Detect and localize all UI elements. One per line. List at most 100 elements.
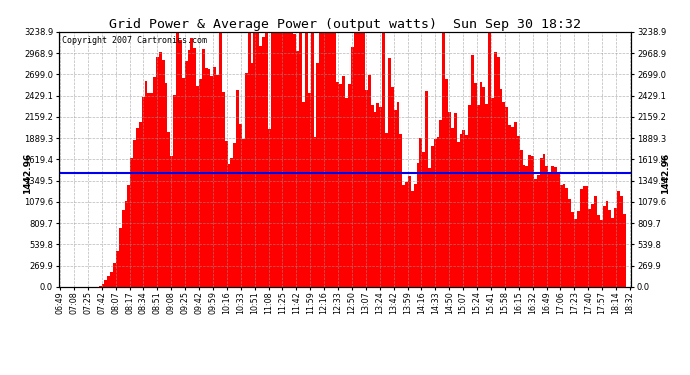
Bar: [110, 272, 113, 287]
Bar: [582, 186, 586, 287]
Bar: [502, 102, 505, 287]
Bar: [282, 32, 285, 287]
Bar: [365, 90, 368, 287]
Bar: [348, 84, 351, 287]
Bar: [471, 55, 474, 287]
Bar: [124, 201, 128, 287]
Bar: [529, 155, 531, 287]
Bar: [591, 204, 594, 287]
Bar: [414, 183, 417, 287]
Bar: [236, 90, 239, 287]
Text: 1442.96: 1442.96: [661, 153, 670, 194]
Bar: [388, 58, 391, 287]
Bar: [245, 73, 248, 287]
Bar: [462, 130, 465, 287]
Bar: [308, 93, 310, 287]
Bar: [522, 165, 525, 287]
Bar: [474, 82, 477, 287]
Bar: [620, 196, 623, 287]
Bar: [113, 263, 116, 287]
Bar: [181, 78, 185, 287]
Bar: [273, 32, 276, 287]
Bar: [279, 32, 282, 287]
Bar: [353, 32, 357, 287]
Bar: [116, 251, 119, 287]
Bar: [500, 89, 502, 287]
Bar: [288, 32, 290, 287]
Bar: [156, 57, 159, 287]
Bar: [359, 32, 362, 287]
Bar: [505, 107, 509, 287]
Bar: [609, 210, 611, 287]
Bar: [296, 51, 299, 287]
Bar: [623, 214, 626, 287]
Bar: [205, 68, 208, 287]
Bar: [302, 102, 305, 287]
Bar: [270, 32, 273, 287]
Bar: [225, 141, 228, 287]
Title: Grid Power & Average Power (output watts)  Sun Sep 30 18:32: Grid Power & Average Power (output watts…: [109, 18, 581, 31]
Bar: [517, 136, 520, 287]
Bar: [141, 97, 145, 287]
Bar: [268, 129, 270, 287]
Bar: [560, 185, 562, 287]
Bar: [345, 98, 348, 287]
Bar: [242, 139, 245, 287]
Bar: [265, 32, 268, 287]
Bar: [402, 185, 405, 287]
Bar: [617, 191, 620, 287]
Bar: [437, 136, 440, 287]
Bar: [319, 32, 322, 287]
Bar: [325, 32, 328, 287]
Bar: [148, 93, 150, 287]
Bar: [580, 189, 582, 287]
Bar: [285, 32, 288, 287]
Bar: [465, 135, 468, 287]
Bar: [262, 38, 265, 287]
Bar: [333, 32, 337, 287]
Bar: [259, 46, 262, 287]
Bar: [589, 209, 591, 287]
Bar: [250, 63, 253, 287]
Bar: [228, 164, 230, 287]
Bar: [540, 158, 542, 287]
Bar: [179, 39, 181, 287]
Bar: [239, 124, 242, 287]
Bar: [222, 92, 225, 287]
Bar: [136, 128, 139, 287]
Bar: [170, 156, 173, 287]
Bar: [199, 80, 201, 287]
Bar: [397, 102, 400, 287]
Bar: [597, 216, 600, 287]
Bar: [213, 68, 216, 287]
Bar: [434, 139, 437, 287]
Bar: [104, 280, 108, 287]
Bar: [382, 32, 385, 287]
Bar: [202, 50, 205, 287]
Bar: [594, 196, 597, 287]
Bar: [299, 32, 302, 287]
Bar: [339, 84, 342, 287]
Text: Copyright 2007 Cartronics.com: Copyright 2007 Cartronics.com: [61, 36, 206, 45]
Bar: [451, 128, 454, 287]
Bar: [256, 32, 259, 287]
Bar: [233, 143, 236, 287]
Bar: [562, 184, 566, 287]
Bar: [420, 138, 422, 287]
Bar: [101, 284, 104, 287]
Bar: [400, 134, 402, 287]
Bar: [571, 212, 574, 287]
Bar: [290, 32, 293, 287]
Bar: [468, 105, 471, 287]
Bar: [253, 32, 256, 287]
Bar: [305, 32, 308, 287]
Bar: [445, 80, 448, 287]
Text: 1442.96: 1442.96: [23, 153, 32, 194]
Bar: [328, 32, 331, 287]
Bar: [362, 32, 365, 287]
Bar: [230, 158, 233, 287]
Bar: [537, 175, 540, 287]
Bar: [190, 38, 193, 287]
Bar: [457, 142, 460, 287]
Bar: [497, 57, 500, 287]
